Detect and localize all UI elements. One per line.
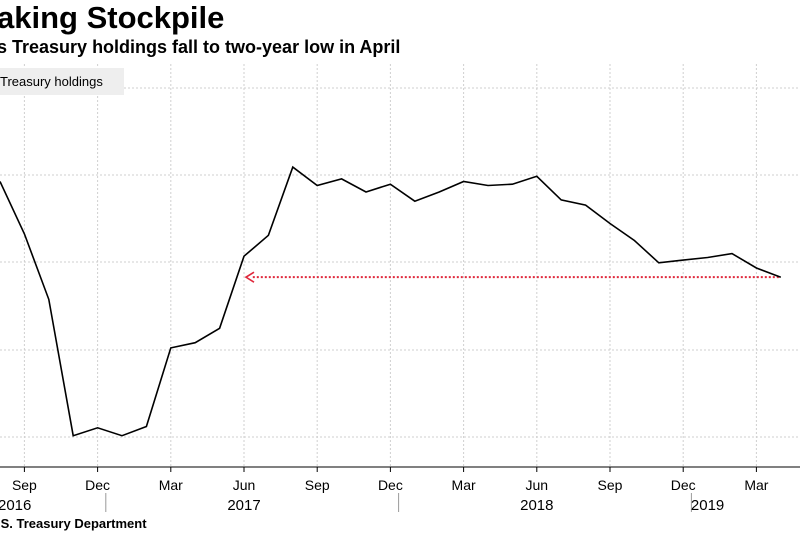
year-label-2019: 2019 <box>691 497 724 514</box>
grid-lines <box>0 64 800 467</box>
x-tick-label-4: Sep <box>305 477 330 493</box>
legend: Treasury holdings <box>0 68 124 95</box>
x-tick-label-9: Dec <box>671 477 696 493</box>
x-tick-label-2: Mar <box>159 477 183 493</box>
year-label-2016: 2016 <box>0 497 31 514</box>
source-note: .S. Treasury Department <box>0 516 147 531</box>
x-tick-label-8: Sep <box>598 477 623 493</box>
year-label-2017: 2017 <box>227 497 260 514</box>
series-group <box>0 165 782 437</box>
x-tick-label-10: Mar <box>744 477 768 493</box>
low-level-annotation <box>244 271 779 283</box>
x-axis: Sep Dec Mar Jun Sep Dec Mar Jun Sep Dec Mar 2016 201… <box>0 466 800 514</box>
x-tick-label-1: Dec <box>85 477 110 493</box>
x-tick-label-3: Jun <box>233 477 256 493</box>
legend-label-treasury-holdings: Treasury holdings <box>0 74 103 89</box>
x-tick-label-0: Sep <box>12 477 37 493</box>
year-label-2018: 2018 <box>520 497 553 514</box>
x-tick-label-5: Dec <box>378 477 403 493</box>
chart-title: aking Stockpile <box>0 0 225 35</box>
x-tick-label-7: Jun <box>526 477 549 493</box>
series-line-treasury-holdings <box>0 165 782 437</box>
x-tick-label-6: Mar <box>452 477 476 493</box>
chart-subtitle: s Treasury holdings fall to two-year low… <box>0 37 401 57</box>
annotation-arrow-head <box>244 271 255 283</box>
